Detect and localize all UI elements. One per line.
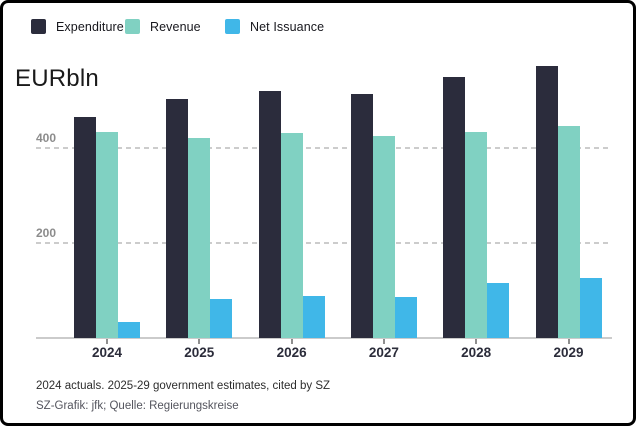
x-tick-2028 [475,339,478,344]
bar-net-issuance-2026 [302,295,325,338]
legend-item-net-issuance: Net Issuance [225,18,324,35]
bar-revenue-2028 [465,131,488,338]
bar-expenditure-2024 [74,116,96,338]
bar-expenditure-2029 [535,66,558,338]
revenue-swatch-icon [125,19,140,34]
x-axis-line [36,337,612,339]
x-tick-2024 [106,339,108,344]
bar-revenue-2024 [96,132,118,338]
legend-label-revenue: Revenue [150,19,201,34]
bar-revenue-2025 [188,138,211,338]
gridline-200 [36,242,612,244]
x-tick-2026 [290,339,293,344]
y-tick-label-400: 400 [36,131,57,145]
bar-net-issuance-2027 [394,296,417,338]
bar-expenditure-2027 [350,94,373,338]
bar-net-issuance-2029 [579,278,602,338]
x-tick-label-2026: 2026 [276,345,307,360]
bar-expenditure-2026 [258,91,281,338]
bar-expenditure-2025 [166,99,189,338]
expenditure-swatch-icon [31,19,46,34]
plot-area: 200 400 2024 2025 2026 2027 2028 2029 [3,3,633,423]
bar-expenditure-2028 [443,77,466,338]
legend-item-expenditure: Expenditure [31,18,124,35]
x-tick-label-2024: 2024 [91,345,123,360]
x-tick-label-2027: 2027 [368,345,399,360]
bar-revenue-2027 [372,135,395,338]
x-tick-label-2025: 2025 [184,345,215,360]
legend-label-expenditure: Expenditure [56,19,124,34]
credit-line: SZ-Grafik: jfk; Quelle: Regierungskreise [36,400,239,412]
x-tick-2027 [382,339,385,344]
x-tick-label-2028: 2028 [461,345,492,360]
bar-net-issuance-2024 [118,322,140,338]
y-tick-label-200: 200 [36,226,57,240]
x-tick-2029 [567,339,570,344]
bar-revenue-2026 [280,133,303,338]
gridline-400 [36,147,612,149]
bar-revenue-2029 [557,126,580,338]
legend-label-net-issuance: Net Issuance [250,19,325,34]
bar-net-issuance-2028 [487,282,510,338]
legend-item-revenue: Revenue [125,18,201,35]
x-tick-2025 [198,339,201,344]
source-note: 2024 actuals. 2025-29 government estimat… [36,380,331,392]
bar-net-issuance-2025 [210,299,233,338]
axis-unit-title: EURbln [15,65,99,92]
x-tick-label-2029: 2029 [553,345,584,360]
net-issuance-swatch-icon [225,19,240,34]
